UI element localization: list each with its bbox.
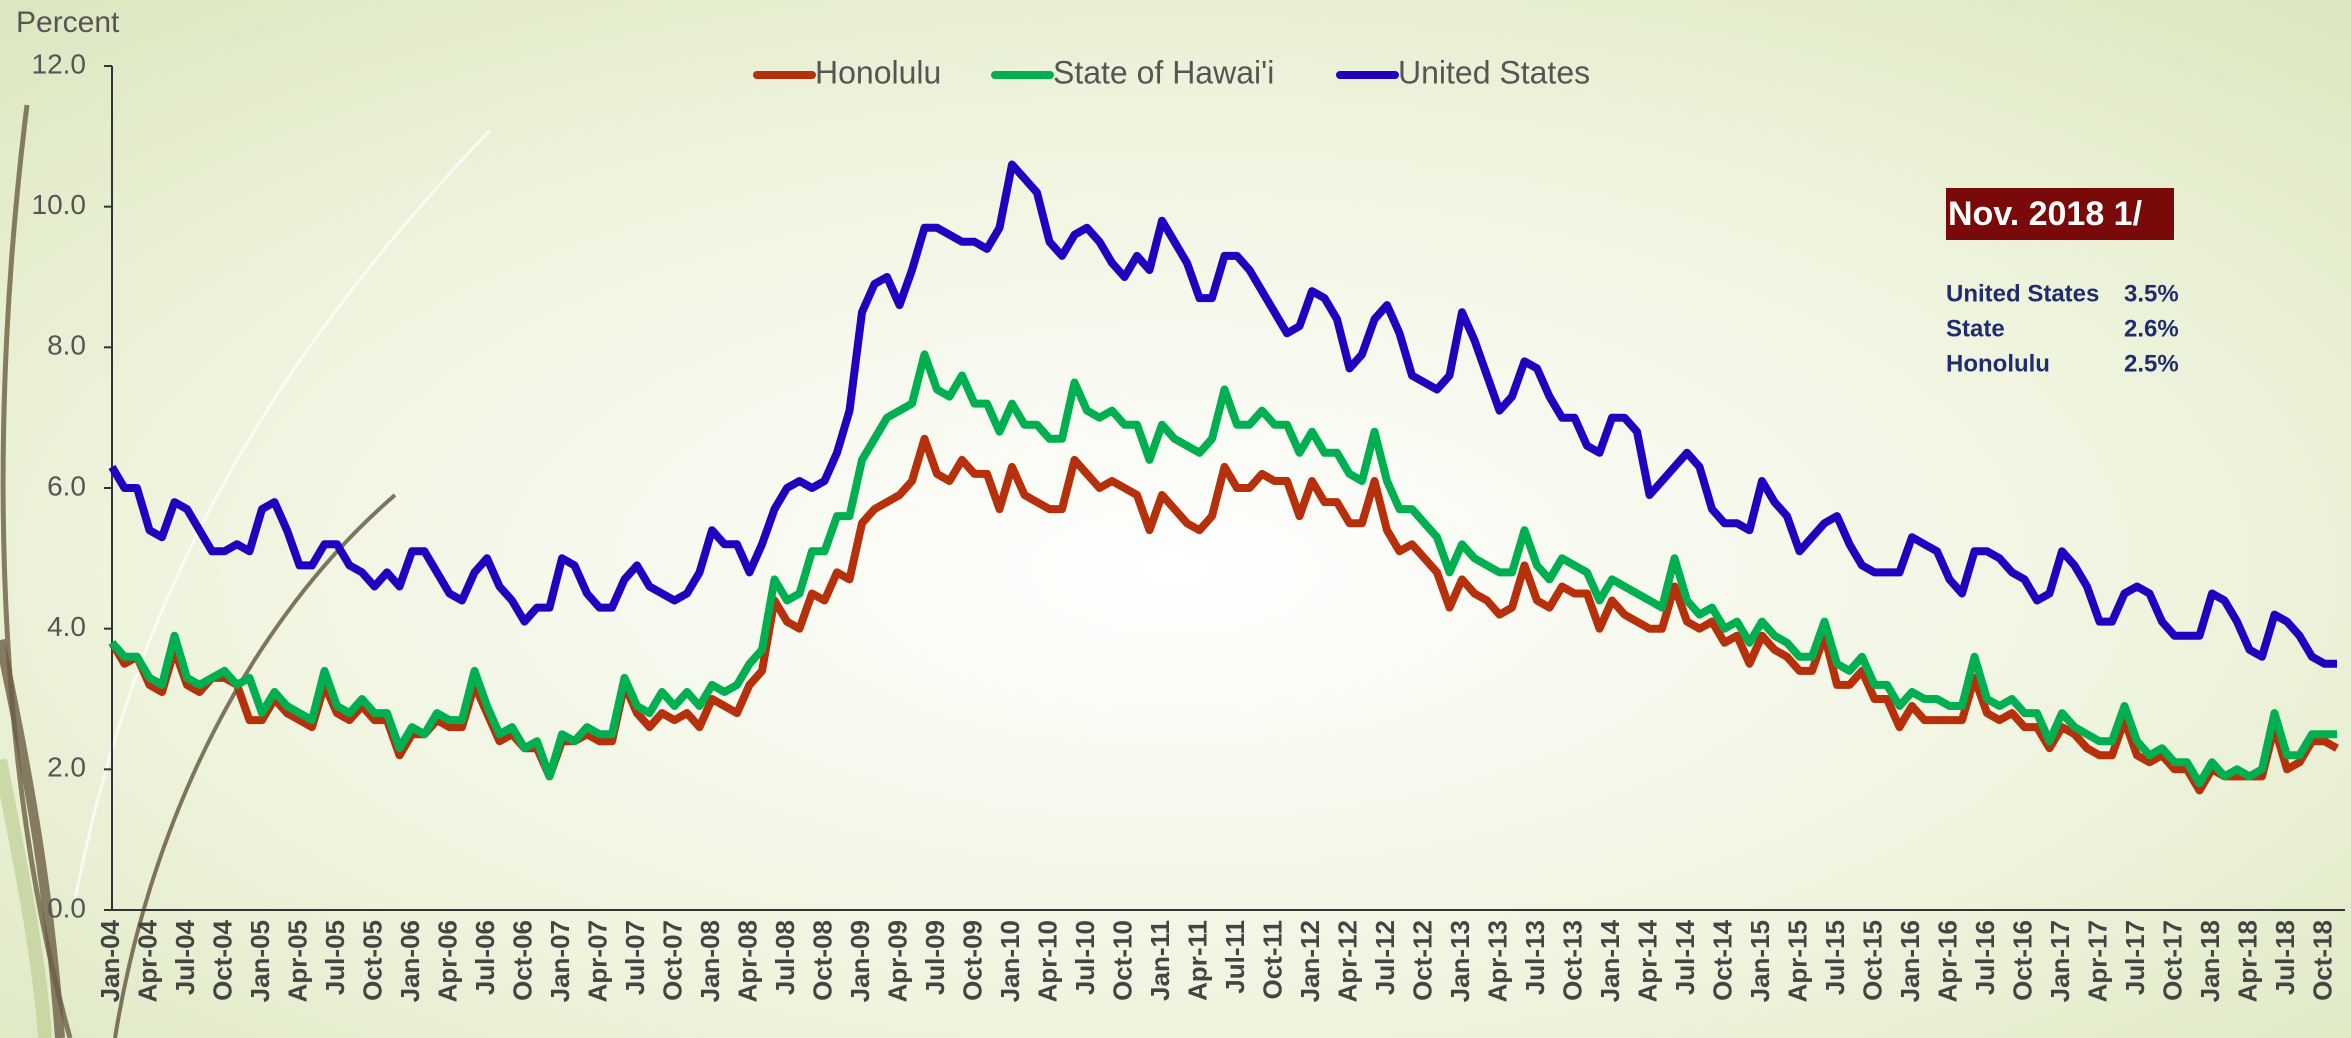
x-tick-label: Oct-12 xyxy=(1407,920,1437,1001)
x-tick-label: Oct-06 xyxy=(507,920,537,1001)
y-tick-label: 4.0 xyxy=(47,611,86,642)
x-tick-label: Jan-10 xyxy=(995,920,1025,1002)
x-tick-label: Jul-09 xyxy=(920,920,950,995)
x-tick-label: Oct-07 xyxy=(657,920,687,1001)
x-tick-label: Oct-13 xyxy=(1557,920,1587,1001)
x-tick-label: Apr-05 xyxy=(282,920,312,1002)
annotation-value: 2.6% xyxy=(2124,315,2179,342)
x-tick-label: Jul-04 xyxy=(170,919,200,995)
x-tick-label: Oct-18 xyxy=(2307,920,2337,1001)
x-tick-label: Apr-08 xyxy=(732,920,762,1002)
y-tick-label: 6.0 xyxy=(47,470,86,501)
x-tick-label: Jul-06 xyxy=(470,920,500,995)
x-tick-label: Jan-09 xyxy=(845,920,875,1002)
decor-curve xyxy=(0,638,65,1038)
x-tick-label: Apr-14 xyxy=(1632,919,1662,1002)
legend-label: Honolulu xyxy=(815,54,941,90)
y-tick-label: 2.0 xyxy=(47,752,86,783)
decor-curve xyxy=(0,758,52,1038)
x-tick-label: Apr-15 xyxy=(1782,920,1812,1002)
annotation-value: 3.5% xyxy=(2124,280,2179,307)
x-tick-label: Jul-13 xyxy=(1520,920,1550,995)
x-tick-label: Jan-07 xyxy=(545,920,575,1002)
x-tick-label: Jul-05 xyxy=(320,920,350,995)
annotation-title: Nov. 2018 1/ xyxy=(1948,195,2143,233)
x-tick-label: Jan-08 xyxy=(695,920,725,1002)
x-tick-label: Jan-11 xyxy=(1145,920,1175,1001)
legend-label: State of Hawai'i xyxy=(1053,54,1274,90)
x-tick-label: Oct-09 xyxy=(957,920,987,1001)
x-tick-label: Oct-11 xyxy=(1257,920,1287,1000)
x-tick-label: Apr-13 xyxy=(1482,920,1512,1002)
x-tick-label: Jul-17 xyxy=(2120,920,2150,995)
x-tick-label: Oct-15 xyxy=(1857,920,1887,1001)
x-tick-label: Jul-07 xyxy=(620,920,650,995)
x-tick-label: Apr-09 xyxy=(882,920,912,1002)
decor-curve xyxy=(73,128,492,901)
x-tick-label: Apr-12 xyxy=(1332,920,1362,1002)
x-tick-label: Oct-14 xyxy=(1707,919,1737,1000)
decor-curve xyxy=(0,104,73,1038)
x-tick-label: Jan-04 xyxy=(95,919,125,1002)
x-tick-label: Apr-16 xyxy=(1932,920,1962,1002)
x-tick-label: Jul-16 xyxy=(1970,920,2000,995)
x-tick-label: Jul-08 xyxy=(770,920,800,995)
series-line xyxy=(108,160,2337,668)
decoration xyxy=(0,104,492,1038)
x-tick-label: Jan-15 xyxy=(1745,920,1775,1002)
x-tick-label: Apr-07 xyxy=(582,920,612,1002)
x-tick-label: Oct-16 xyxy=(2007,920,2037,1001)
y-tick-label: 8.0 xyxy=(47,330,86,361)
x-tick-label: Jan-14 xyxy=(1595,919,1625,1002)
x-tick-label: Jan-13 xyxy=(1445,920,1475,1002)
x-tick-label: Jan-16 xyxy=(1895,920,1925,1002)
x-tick-label: Apr-11 xyxy=(1182,920,1212,1001)
x-tick-label: Oct-08 xyxy=(807,920,837,1001)
y-tick-label: 10.0 xyxy=(32,189,87,220)
x-tick-label: Oct-17 xyxy=(2157,920,2187,1001)
x-tick-label: Jul-15 xyxy=(1820,920,1850,995)
annotation-label: United States xyxy=(1946,280,2099,307)
x-tick-label: Jan-05 xyxy=(245,920,275,1002)
legend-label: United States xyxy=(1398,54,1590,90)
x-tick-label: Jan-06 xyxy=(395,920,425,1002)
y-tick-label: 0.0 xyxy=(47,892,86,923)
x-tick-label: Jul-10 xyxy=(1070,920,1100,995)
annotation-box xyxy=(1946,188,2174,240)
x-tick-label: Apr-10 xyxy=(1032,920,1062,1002)
x-tick-label: Jul-14 xyxy=(1670,919,1700,995)
x-tick-label: Oct-05 xyxy=(357,920,387,1001)
x-tick-label: Jan-18 xyxy=(2195,920,2225,1002)
x-tick-label: Apr-04 xyxy=(132,919,162,1002)
annotation-label: State xyxy=(1946,315,2005,342)
x-tick-label: Jul-11 xyxy=(1220,920,1250,994)
y-tick-label: 12.0 xyxy=(32,48,87,79)
x-tick-label: Apr-06 xyxy=(432,920,462,1002)
x-tick-label: Jan-12 xyxy=(1295,920,1325,1002)
x-tick-label: Jul-18 xyxy=(2270,920,2300,995)
x-tick-label: Oct-04 xyxy=(207,919,237,1000)
decor-curve xyxy=(113,493,397,1038)
x-tick-label: Oct-10 xyxy=(1107,920,1137,1001)
x-tick-label: Jan-17 xyxy=(2045,920,2075,1002)
x-tick-label: Jul-12 xyxy=(1370,920,1400,995)
annotation-label: Honolulu xyxy=(1946,350,2050,377)
y-axis-label: Percent xyxy=(16,6,120,39)
x-tick-label: Apr-18 xyxy=(2232,920,2262,1002)
series-line xyxy=(109,350,2337,788)
x-tick-label: Apr-17 xyxy=(2082,920,2112,1002)
annotation-value: 2.5% xyxy=(2124,350,2179,377)
